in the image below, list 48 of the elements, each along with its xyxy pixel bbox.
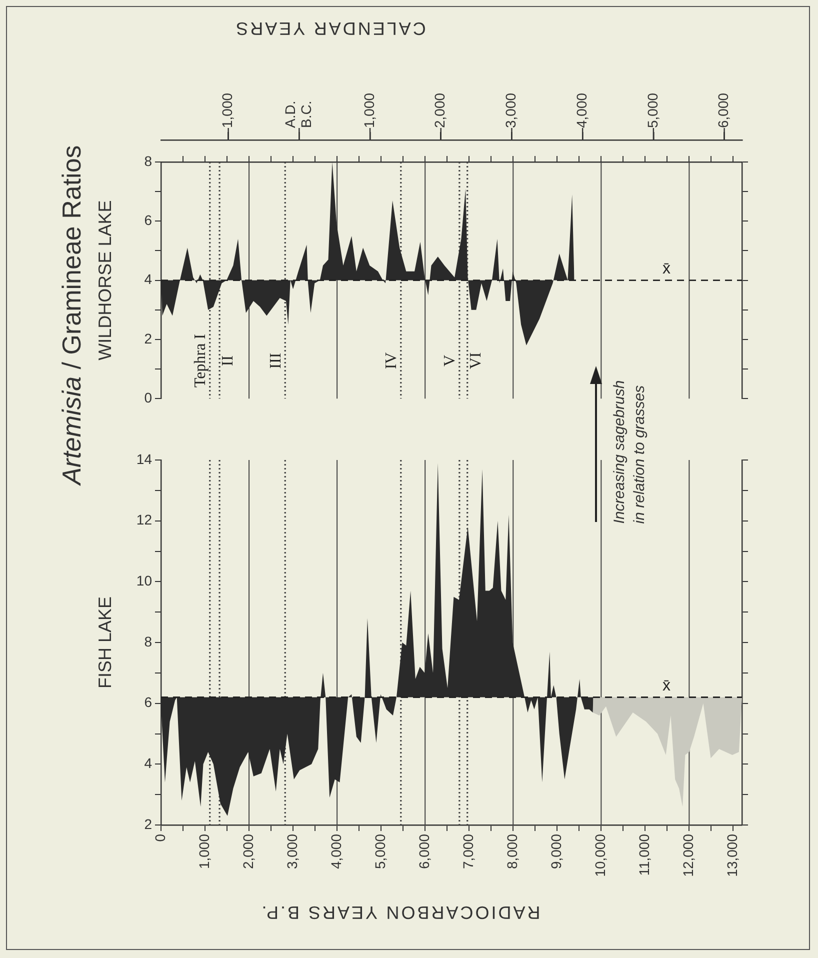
y-tick-label: 0 xyxy=(144,389,152,406)
x-axis-title: RADIOCARBON YEARS B.P. xyxy=(260,902,540,922)
x-tick-label: 7,000 xyxy=(460,834,476,870)
x2-tick-label: 3,000 xyxy=(502,92,519,128)
y-tick-label: 2 xyxy=(144,816,152,832)
x-tick-label: 12,000 xyxy=(680,834,696,877)
y-axis-title: FISH LAKE xyxy=(94,596,115,689)
y-tick-label: 4 xyxy=(144,755,152,772)
x-tick-label: 11,000 xyxy=(636,834,652,876)
y-tick-label: 8 xyxy=(144,633,152,650)
ref-line-label: x̄ xyxy=(662,678,670,695)
text: Artemisia / Gramineae Ratios xyxy=(56,145,86,485)
x-tick-label: 3,000 xyxy=(284,834,300,870)
ref-line-label: x̄ xyxy=(662,260,670,278)
ref-line-label: IV xyxy=(383,352,400,370)
y-tick-label: 2 xyxy=(144,330,152,346)
ref-line-label: III xyxy=(267,352,284,369)
y-tick-label: 10 xyxy=(136,572,152,589)
ref-line-label: V xyxy=(442,354,459,367)
x-tick-label: 4,000 xyxy=(328,834,344,870)
x2-tick-label: 4,000 xyxy=(573,92,590,128)
x2-tick-label: 1,000 xyxy=(219,92,236,128)
x-tick-label: 5,000 xyxy=(372,834,388,870)
x-tick-label: 1,000 xyxy=(196,834,212,870)
x-tick-label: 6,000 xyxy=(416,834,432,870)
x2-axis-title: CALENDAR YEARS xyxy=(234,18,426,38)
x2-tick-label: 2,000 xyxy=(432,92,448,128)
y-tick-label: 12 xyxy=(136,512,152,528)
x-tick-label: 13,000 xyxy=(724,834,740,877)
x2-tick-label: 1,000 xyxy=(360,92,377,128)
ref-line-label: VI xyxy=(468,352,485,370)
y-tick-label: 4 xyxy=(144,271,152,288)
ref-line-label: II xyxy=(220,355,237,366)
y-tick-label: 6 xyxy=(144,212,152,228)
y-tick-label: 8 xyxy=(144,152,152,169)
ref-line-label: Tephra I xyxy=(192,334,210,388)
x2-tick-label: A.D. B.C. xyxy=(282,100,314,128)
y-tick-label: 14 xyxy=(136,450,152,467)
x2-tick-label: 6,000 xyxy=(715,92,732,128)
x-tick-label: 9,000 xyxy=(548,834,564,870)
y-axis-title: WILDHORSE LAKE xyxy=(94,200,115,360)
x-tick-label: 10,000 xyxy=(592,834,608,877)
x-tick-label: 0 xyxy=(152,834,168,842)
annotation: Increasing sagebrush in relation to grasses xyxy=(610,380,649,524)
x-tick-label: 2,000 xyxy=(240,834,256,870)
x2-tick-label: 5,000 xyxy=(644,92,660,128)
y-tick-label: 6 xyxy=(144,694,152,710)
x-tick-label: 8,000 xyxy=(504,834,520,870)
